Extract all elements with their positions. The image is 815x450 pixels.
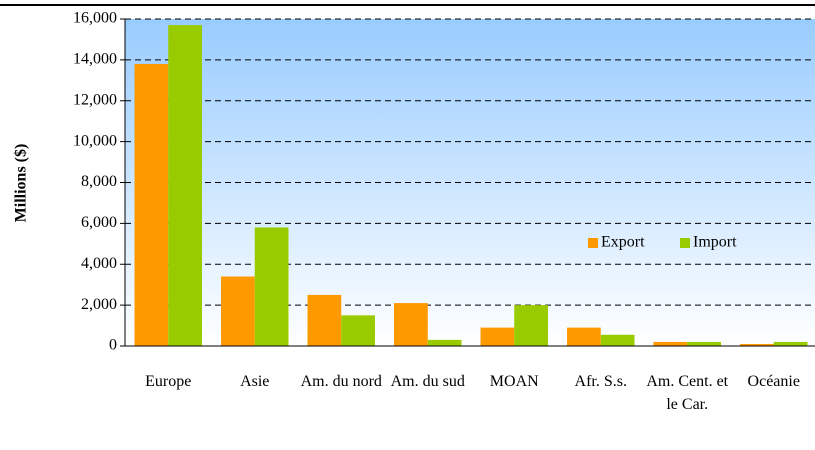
x-tick-label: Europe xyxy=(145,373,192,390)
bar xyxy=(480,327,515,346)
y-axis-label: Millions ($) xyxy=(13,144,30,223)
bar xyxy=(134,63,169,347)
y-tick-label: 8,000 xyxy=(81,173,117,190)
legend-label: Export xyxy=(601,234,645,251)
y-tick-label: 14,000 xyxy=(73,51,117,68)
y-tick-label: 12,000 xyxy=(73,91,117,108)
x-tick-label: Asie xyxy=(240,373,270,390)
bar xyxy=(653,341,688,346)
bar xyxy=(740,343,774,346)
y-tick-label: 16,000 xyxy=(73,10,117,27)
y-tick-label: 6,000 xyxy=(81,214,117,231)
bar xyxy=(221,276,255,346)
bar xyxy=(514,305,548,346)
legend-swatch xyxy=(588,238,598,248)
x-tick-label: Océanie xyxy=(747,373,800,390)
y-tick-label: 4,000 xyxy=(81,255,117,272)
bar xyxy=(427,339,462,346)
bar xyxy=(341,315,375,346)
bar xyxy=(307,294,342,346)
y-tick-label: 2,000 xyxy=(81,296,117,313)
bar xyxy=(567,327,601,346)
x-tick-label: MOAN xyxy=(489,373,539,390)
y-tick-label: 10,000 xyxy=(73,132,117,149)
x-tick-label: Afr. S.s. xyxy=(574,373,627,390)
bar xyxy=(394,303,428,346)
bar xyxy=(254,227,289,346)
x-tick-label: Am. du nord xyxy=(300,373,382,390)
legend-swatch xyxy=(680,238,690,248)
bar xyxy=(600,334,635,346)
y-tick-label: 0 xyxy=(109,337,117,354)
legend-label: Import xyxy=(693,234,737,251)
x-tick-label: Am. du sud xyxy=(390,373,465,390)
bar xyxy=(168,25,202,346)
x-tick-label: Am. Cent. et le Car. xyxy=(646,373,729,413)
bar xyxy=(773,341,808,346)
bar xyxy=(687,341,721,346)
